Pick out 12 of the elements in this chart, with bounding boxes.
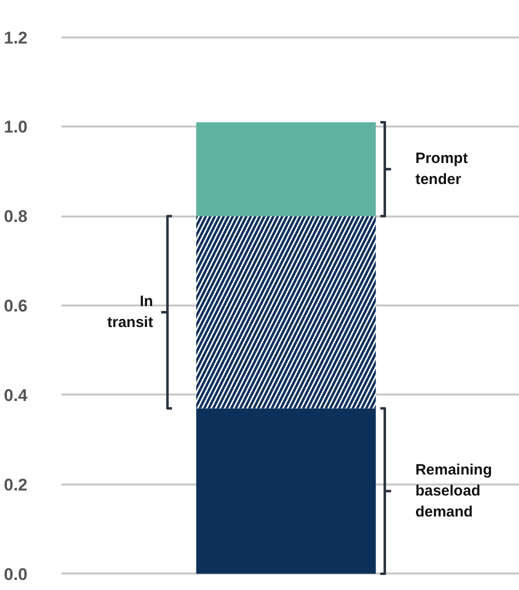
text: Prompt tender	[415, 150, 468, 188]
bar	[196, 122, 376, 216]
y-tick-label: 0.0	[4, 564, 28, 584]
y-tick-label: 0.2	[4, 475, 28, 494]
text: In transit	[107, 293, 154, 332]
y-tick-label: 0.4	[4, 386, 28, 405]
y-tick-label: 0.6	[4, 296, 28, 316]
y-tick-label: 1.0	[4, 118, 28, 137]
y-tick-label: 0.8	[4, 207, 28, 226]
y-tick-label: 1.2	[4, 28, 28, 48]
text: Remaining baseload demand	[415, 462, 492, 521]
bar	[196, 408, 376, 574]
